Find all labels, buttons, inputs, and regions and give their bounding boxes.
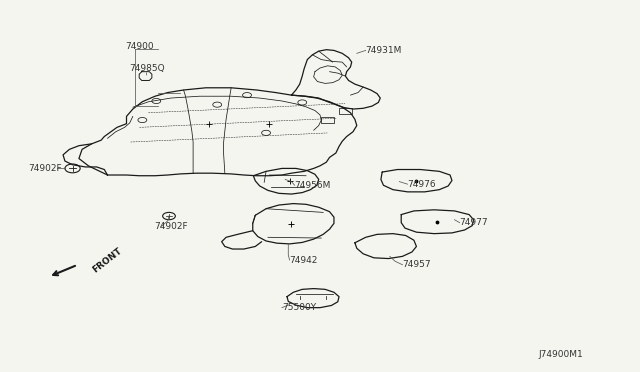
Text: 74957: 74957	[403, 260, 431, 269]
Text: 74976: 74976	[408, 180, 436, 189]
Text: 75500Y: 75500Y	[282, 303, 316, 312]
Text: 74942: 74942	[289, 256, 318, 264]
Text: 74931M: 74931M	[365, 46, 402, 55]
Text: FRONT: FRONT	[90, 246, 123, 274]
Text: 74977: 74977	[460, 218, 488, 227]
Text: J74900M1: J74900M1	[539, 350, 584, 359]
Text: 74902F: 74902F	[154, 222, 188, 231]
Text: 74956M: 74956M	[294, 181, 331, 190]
Text: 74900: 74900	[125, 42, 154, 51]
Text: 74985Q: 74985Q	[130, 64, 165, 73]
Text: 74902F: 74902F	[28, 164, 62, 173]
